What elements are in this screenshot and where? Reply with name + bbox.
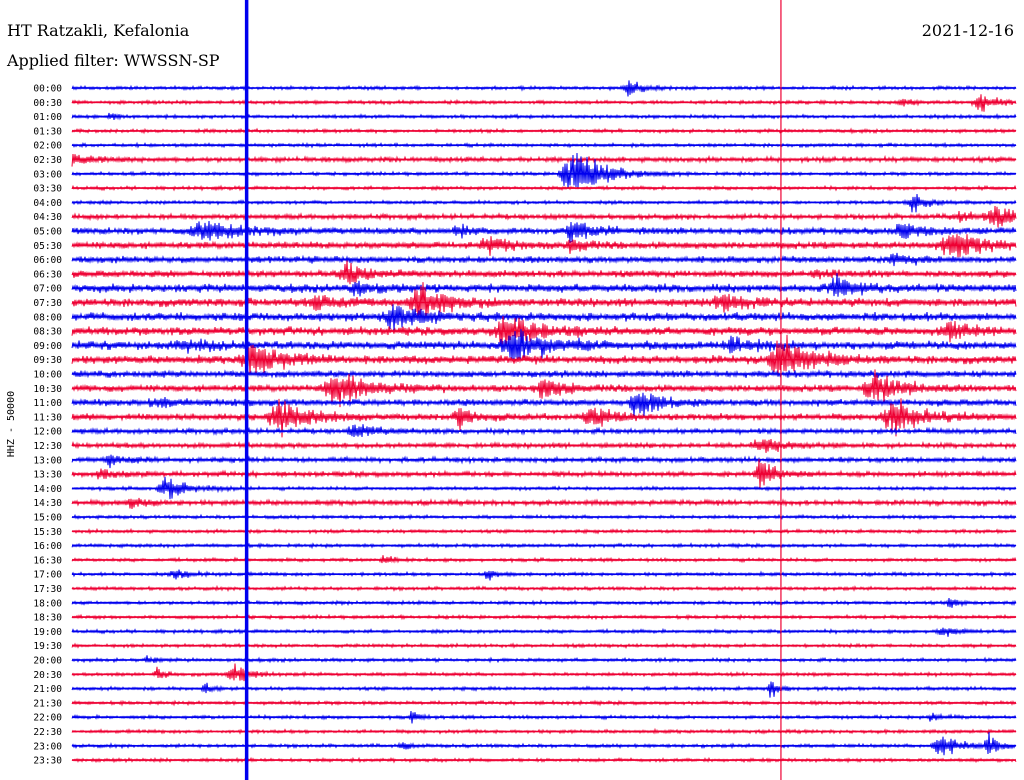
tick-label: 06:00 <box>33 255 62 266</box>
y-axis-label: HHZ - 50000 <box>6 391 17 457</box>
tick-label: 01:30 <box>33 126 62 137</box>
tick-label: 12:00 <box>33 427 62 438</box>
trace-0530 <box>71 234 1017 258</box>
marker-line-group <box>244 0 782 780</box>
tick-label: 08:30 <box>33 327 62 338</box>
tick-label: 09:30 <box>33 355 62 366</box>
tick-label-group: 00:00 00:30 01:00 01:30 02:00 02:30 03:00 03:30… <box>33 84 62 767</box>
tick-label: 23:00 <box>33 741 62 752</box>
trace-2000 <box>71 655 1017 664</box>
tick-label: 08:00 <box>33 312 62 323</box>
trace-0930 <box>71 334 1017 376</box>
tick-label: 01:00 <box>33 112 62 123</box>
tick-label: 10:30 <box>33 384 62 395</box>
tick-label: 05:00 <box>33 227 62 238</box>
tick-label: 18:00 <box>33 598 62 609</box>
tick-label: 14:00 <box>33 484 62 495</box>
trace-2030 <box>71 663 1017 682</box>
trace-1900 <box>71 627 1017 637</box>
tick-label: 15:30 <box>33 527 62 538</box>
tick-label: 06:30 <box>33 269 62 280</box>
tick-label: 11:00 <box>33 398 62 409</box>
tick-label: 03:00 <box>33 169 62 180</box>
tick-label: 07:00 <box>33 284 62 295</box>
tick-label: 15:00 <box>33 513 62 524</box>
trace-0700 <box>71 273 1017 297</box>
tick-label: 11:30 <box>33 412 62 423</box>
tick-label: 00:30 <box>33 98 62 109</box>
station-title: HT Ratzakli, Kefalonia <box>7 21 190 40</box>
tick-label: 07:30 <box>33 298 62 309</box>
filter-subtitle: Applied filter: WWSSN-SP <box>7 51 220 70</box>
tick-label: 02:00 <box>33 141 62 152</box>
tick-label: 05:30 <box>33 241 62 252</box>
tick-label: 17:00 <box>33 570 62 581</box>
tick-label: 20:00 <box>33 656 62 667</box>
tick-label: 12:30 <box>33 441 62 452</box>
tick-label: 21:00 <box>33 684 62 695</box>
tick-label: 09:00 <box>33 341 62 352</box>
tick-label: 13:30 <box>33 470 62 481</box>
tick-label: 13:00 <box>33 455 62 466</box>
tick-label: 18:30 <box>33 613 62 624</box>
tick-label: 04:30 <box>33 212 62 223</box>
date-label: 2021-12-16 <box>921 21 1014 40</box>
tick-label: 23:30 <box>33 756 62 767</box>
tick-label: 04:00 <box>33 198 62 209</box>
trace-1630 <box>71 555 1017 564</box>
tick-label: 02:30 <box>33 155 62 166</box>
trace-1300 <box>71 454 1017 469</box>
tick-label: 14:30 <box>33 498 62 509</box>
trace-2300 <box>71 732 1017 756</box>
tick-label: 16:30 <box>33 555 62 566</box>
trace-0500 <box>71 220 1017 243</box>
trace-0800 <box>71 304 1017 331</box>
tick-label: 22:00 <box>33 713 62 724</box>
tick-label: 03:30 <box>33 184 62 195</box>
trace-group <box>71 80 1017 764</box>
tick-label: 20:30 <box>33 670 62 681</box>
tick-label: 19:30 <box>33 641 62 652</box>
tick-label: 16:00 <box>33 541 62 552</box>
tick-label: 21:30 <box>33 698 62 709</box>
trace-2100 <box>71 681 1017 698</box>
trace-0630 <box>71 260 1017 285</box>
trace-0730 <box>71 282 1017 321</box>
tick-label: 22:30 <box>33 727 62 738</box>
tick-label: 17:30 <box>33 584 62 595</box>
trace-0230 <box>71 154 1017 167</box>
tick-label: 10:00 <box>33 370 62 381</box>
tick-label: 19:00 <box>33 627 62 638</box>
tick-label: 00:00 <box>33 84 62 95</box>
